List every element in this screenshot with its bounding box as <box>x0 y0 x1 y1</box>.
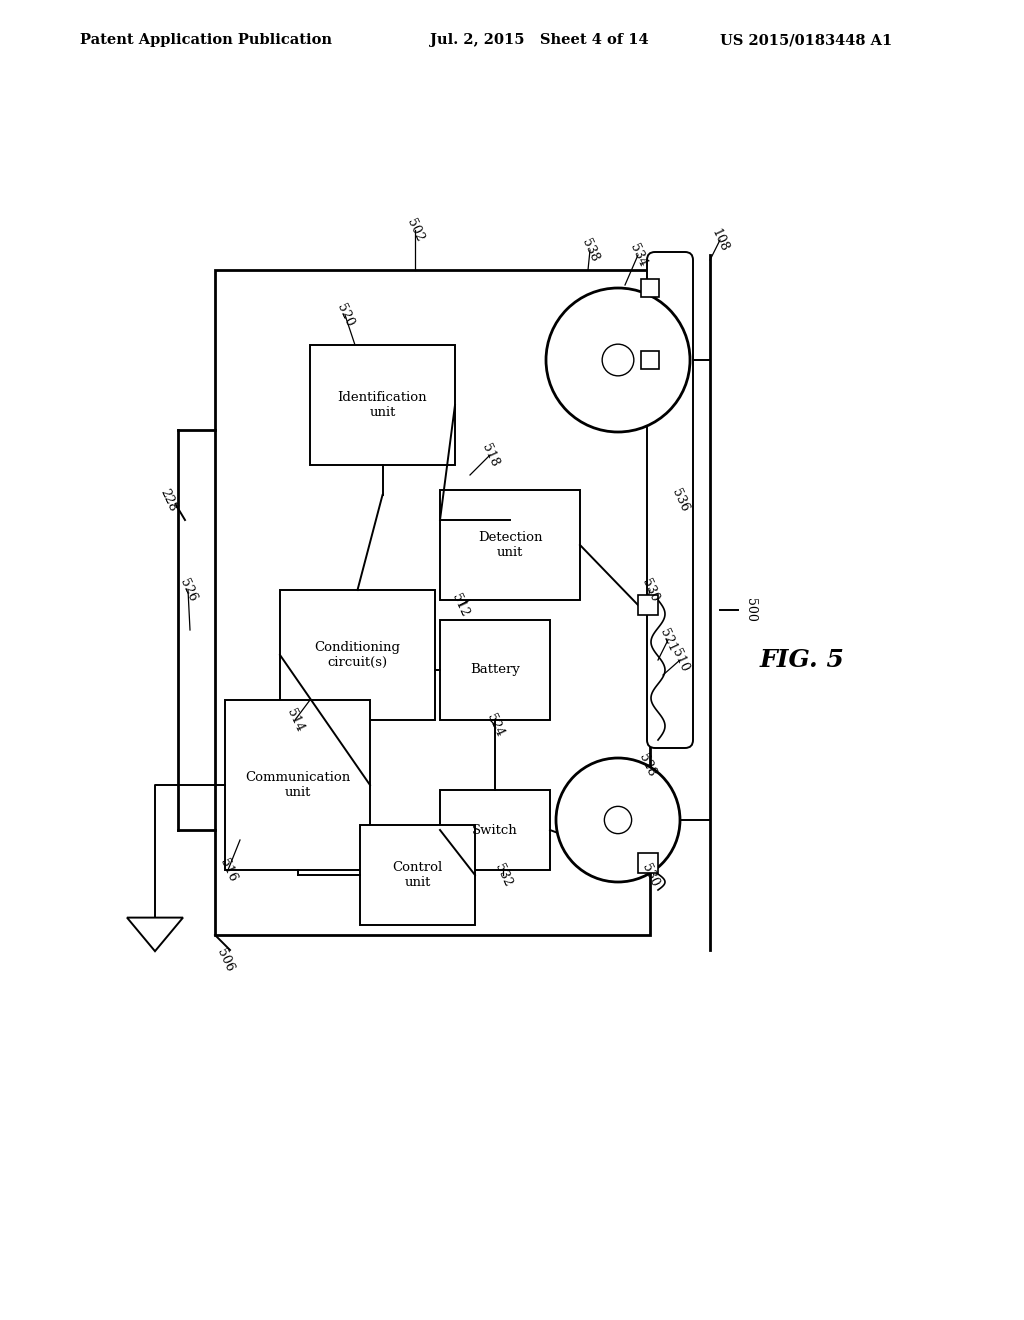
FancyBboxPatch shape <box>647 252 693 748</box>
Text: Identification
unit: Identification unit <box>338 391 427 418</box>
Bar <box>641 351 659 370</box>
Bar <box>440 620 550 719</box>
Bar <box>641 279 659 297</box>
Bar <box>215 271 650 935</box>
Polygon shape <box>127 917 183 952</box>
Text: 500: 500 <box>743 598 757 622</box>
Text: 510: 510 <box>669 647 691 673</box>
Text: 521: 521 <box>657 627 679 653</box>
Text: 502: 502 <box>404 216 426 243</box>
Text: Communication
unit: Communication unit <box>245 771 350 799</box>
Bar <box>440 789 550 870</box>
Text: Conditioning
circuit(s): Conditioning circuit(s) <box>314 642 400 669</box>
Text: 538: 538 <box>579 236 601 264</box>
Bar <box>360 825 475 925</box>
Text: 520: 520 <box>334 301 356 329</box>
Text: Control
unit: Control unit <box>392 861 442 888</box>
Text: Jul. 2, 2015   Sheet 4 of 14: Jul. 2, 2015 Sheet 4 of 14 <box>430 33 648 48</box>
Circle shape <box>546 288 690 432</box>
Bar <box>638 853 658 873</box>
Bar <box>310 345 455 465</box>
Text: 536: 536 <box>669 487 691 513</box>
Text: Battery: Battery <box>470 664 520 676</box>
Text: 530: 530 <box>639 577 660 603</box>
Text: 518: 518 <box>479 441 501 469</box>
Text: 530: 530 <box>639 862 660 888</box>
Text: Detection
unit: Detection unit <box>478 531 543 558</box>
Text: 512: 512 <box>450 591 471 619</box>
Bar <box>225 700 370 870</box>
Bar <box>638 595 658 615</box>
Text: 532: 532 <box>493 862 514 888</box>
Bar <box>440 490 580 601</box>
Text: 108: 108 <box>709 226 731 253</box>
Text: US 2015/0183448 A1: US 2015/0183448 A1 <box>720 33 892 48</box>
Text: FIG. 5: FIG. 5 <box>760 648 845 672</box>
Bar <box>280 590 435 719</box>
Text: 528: 528 <box>636 751 657 779</box>
Circle shape <box>556 758 680 882</box>
Text: 516: 516 <box>217 857 239 883</box>
Text: Patent Application Publication: Patent Application Publication <box>80 33 332 48</box>
Text: 506: 506 <box>214 946 236 974</box>
Circle shape <box>602 345 634 376</box>
Text: Switch: Switch <box>472 824 518 837</box>
Text: 524: 524 <box>484 711 506 738</box>
Text: 526: 526 <box>177 577 199 603</box>
Text: 228: 228 <box>157 487 179 513</box>
Circle shape <box>604 807 632 834</box>
Text: 514: 514 <box>284 706 306 734</box>
Text: 534: 534 <box>627 242 649 268</box>
